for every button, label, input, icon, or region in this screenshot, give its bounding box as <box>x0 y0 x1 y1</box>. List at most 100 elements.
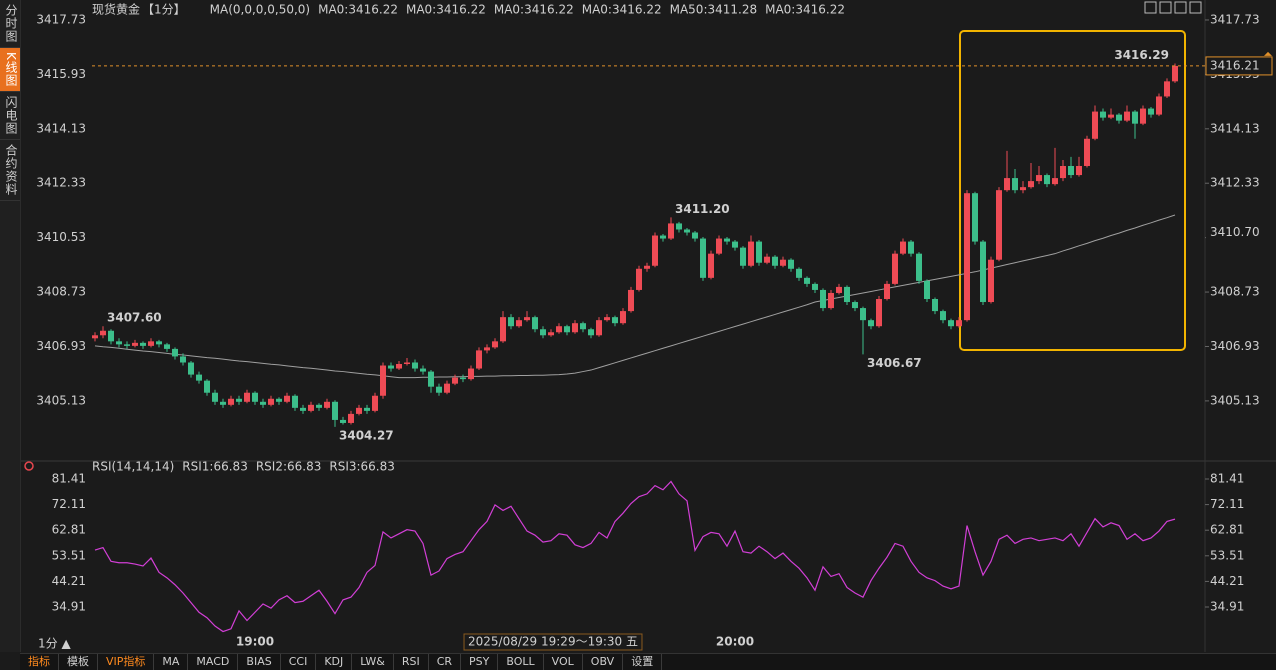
toolbar-item[interactable]: 指标 <box>20 654 59 670</box>
toolbar-item[interactable]: RSI <box>394 654 429 670</box>
candle-body <box>964 193 970 321</box>
toolbar-item[interactable]: LW& <box>352 654 394 670</box>
candle-body <box>1012 178 1018 191</box>
extreme-label: 3406.67 <box>867 356 922 370</box>
sidebar-tab[interactable]: K线图 <box>0 48 20 92</box>
candle-body <box>700 238 706 278</box>
candle-body <box>956 320 962 327</box>
candle-body <box>644 265 650 269</box>
candle-body <box>1028 181 1034 188</box>
button[interactable] <box>1174 1 1187 14</box>
candle-body <box>732 241 738 248</box>
toolbar-item[interactable]: CCI <box>281 654 317 670</box>
candle-body <box>548 332 554 336</box>
rsi-icon[interactable] <box>24 461 34 471</box>
toolbar-item[interactable]: 模板 <box>59 654 98 670</box>
candle-body <box>868 320 874 327</box>
y-tick-label: 3406.93 <box>1210 339 1260 353</box>
candle-body <box>852 302 858 309</box>
candle-body <box>892 253 898 284</box>
candle-body <box>668 223 674 239</box>
toolbar-item[interactable]: VOL <box>544 654 583 670</box>
candle-body <box>724 238 730 242</box>
candle-body <box>404 362 410 365</box>
x-tick-label: 20:00 <box>716 635 754 649</box>
crosshair-time: 2025/08/29 19:29～19:30 五 <box>468 635 638 649</box>
candle-body <box>484 347 490 351</box>
candle-body <box>524 317 530 321</box>
toolbar-item[interactable]: BOLL <box>498 654 544 670</box>
y-tick-label: 3412.33 <box>1210 176 1260 190</box>
toolbar-item[interactable]: 设置 <box>623 654 663 670</box>
candle-body <box>1132 111 1138 124</box>
candle-body <box>268 398 274 405</box>
candle-body <box>428 371 434 387</box>
candle-body <box>188 362 194 375</box>
candle-body <box>828 292 834 309</box>
candle-body <box>788 259 794 269</box>
period-switch[interactable]: 1分 ▲ <box>38 637 71 651</box>
candle-body <box>780 259 786 266</box>
current-price-label: 3416.21 <box>1210 58 1260 72</box>
candle-body <box>348 413 354 423</box>
candle-body <box>884 283 890 300</box>
candle-body <box>204 380 210 393</box>
rsi-tick-label: 44.21 <box>1210 574 1244 588</box>
toolbar-item[interactable]: OBV <box>583 654 624 670</box>
candle-body <box>116 341 122 345</box>
y-tick-label: 3417.73 <box>1210 12 1260 26</box>
toolbar-item[interactable]: PSY <box>461 654 499 670</box>
toolbar-item[interactable]: VIP指标 <box>98 654 155 670</box>
button[interactable] <box>1189 1 1202 14</box>
candle-body <box>748 241 754 266</box>
extreme-label: 3404.27 <box>339 428 394 442</box>
candle-body <box>1100 111 1106 118</box>
y-tick-label: 3417.73 <box>36 12 86 26</box>
toolbar: 指标 模板 VIP指标 MA MACD BIAS CCI KDJ LW& RSI CR PSY BOLL… <box>20 653 1276 670</box>
candle-body <box>212 392 218 402</box>
candle-body <box>660 235 666 239</box>
button[interactable] <box>1159 1 1172 14</box>
chart-background <box>0 0 1276 652</box>
candle-body <box>436 386 442 393</box>
toolbar-item[interactable]: MACD <box>188 654 239 670</box>
sidebar-tab[interactable]: 分时图 <box>0 0 20 48</box>
candle-body <box>764 256 770 263</box>
candle-body <box>372 395 378 411</box>
toolbar-item[interactable]: KDJ <box>316 654 353 670</box>
candle-body <box>276 398 282 402</box>
candle-body <box>396 364 402 369</box>
sidebar-tab[interactable]: 合约资料 <box>0 140 20 201</box>
candle-body <box>284 395 290 402</box>
candle-body <box>508 317 514 327</box>
toolbar-item[interactable]: MA <box>154 654 189 670</box>
candle-body <box>460 377 466 380</box>
candle-body <box>100 330 106 336</box>
candle-body <box>476 350 482 369</box>
candle-body <box>140 342 146 346</box>
candle-body <box>628 289 634 312</box>
y-tick-label: 3414.13 <box>1210 121 1260 135</box>
button[interactable] <box>1144 1 1157 14</box>
candle-body <box>588 329 594 336</box>
candle-body <box>836 286 842 293</box>
candle-body <box>132 342 138 346</box>
indicator-label: MA(0,0,0,0,50,0) <box>210 3 310 17</box>
extreme-label: 3416.29 <box>1114 48 1169 62</box>
candle-body <box>740 247 746 266</box>
candle-body <box>988 259 994 303</box>
candle-body <box>1036 175 1042 182</box>
ma50-line <box>94 214 1176 379</box>
candle-body <box>124 344 130 346</box>
price-marker-label: 3410.70 <box>1210 225 1260 239</box>
candle-body <box>620 311 626 324</box>
candle-body <box>860 308 866 321</box>
sidebar-tab[interactable]: 闪电图 <box>0 92 20 140</box>
candle-body <box>572 323 578 333</box>
toolbar-item[interactable]: CR <box>429 654 462 670</box>
sidebar: 分时图 K线图 闪电图 合约资料 <box>0 0 21 652</box>
toolbar-item[interactable]: BIAS <box>238 654 281 670</box>
candle-body <box>308 404 314 411</box>
candle-body <box>612 317 618 324</box>
candle-body <box>356 407 362 414</box>
